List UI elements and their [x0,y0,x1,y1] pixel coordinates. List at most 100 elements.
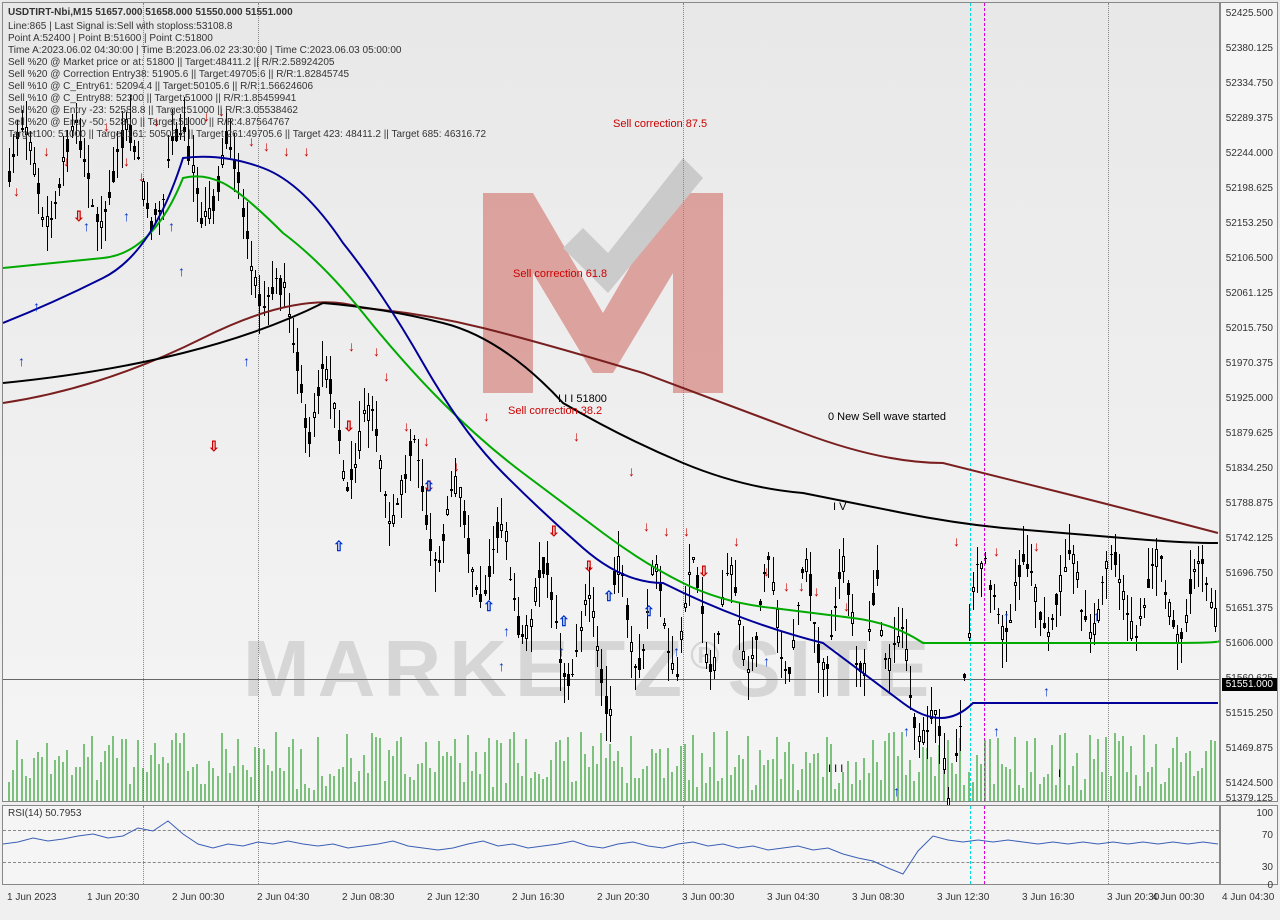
info-line: Sell %20 @ Entry -23: 52588.8 || Target:… [8,105,298,116]
time-tick-label: 3 Jun 04:30 [767,892,819,903]
up-arrow-icon: ⇧ [423,478,435,495]
up-arrow-icon: ↑ [1003,608,1010,624]
price-tick-label: 51879.625 [1226,428,1273,439]
price-tick-label: 52106.500 [1226,253,1273,264]
chart-annotation: I V [833,501,846,513]
chart-annotation: Sell correction 38.2 [508,405,602,417]
down-arrow-icon: ↓ [953,533,960,549]
down-arrow-icon: ↓ [348,338,355,354]
rsi-tick-label: 30 [1262,862,1273,873]
price-axis: 52425.50052380.12552334.75052289.3755224… [1220,2,1278,802]
down-arrow-icon: ↓ [63,153,70,169]
watermark-text: MARKETZ®SITE [243,623,937,715]
down-arrow-icon: ↓ [263,138,270,154]
time-axis: 1 Jun 20231 Jun 20:302 Jun 00:302 Jun 04… [2,887,1278,917]
up-arrow-icon: ↑ [673,643,680,659]
down-arrow-icon: ↓ [123,153,130,169]
down-arrow-icon: ↓ [843,598,850,614]
vline-cyan [970,3,971,801]
price-tick-label: 51651.375 [1226,603,1273,614]
down-arrow-icon: ⇩ [548,523,560,540]
down-arrow-icon: ↓ [663,523,670,539]
rsi-panel[interactable]: RSI(14) 50.7953 [2,805,1220,885]
down-arrow-icon: ↓ [628,463,635,479]
vline-magenta [984,3,985,801]
price-tick-label: 52425.500 [1226,8,1273,19]
up-arrow-icon: ↑ [243,353,250,369]
current-price-badge: 51551.000 [1222,678,1277,691]
down-arrow-icon: ↓ [283,143,290,159]
info-line: Sell %10 @ C_Entry61: 52094.4 || Target:… [8,81,313,92]
rsi-line [3,806,1221,886]
price-tick-label: 51606.000 [1226,638,1273,649]
time-tick-label: 3 Jun 16:30 [1022,892,1074,903]
up-arrow-icon: ↑ [993,723,1000,739]
up-arrow-icon: ⇧ [643,603,655,620]
main-price-chart[interactable]: MARKETZ®SITE ↓↓↓↓↓↓↓↓↓↓↓↓↓↓↓↓↓↓↓↓↓↓↓↓↓↓↓… [2,2,1220,802]
chart-annotation: 0 New Sell wave started [828,411,946,423]
time-tick-label: 1 Jun 2023 [7,892,57,903]
rsi-axis: 10070300 [1220,805,1278,885]
info-line: Sell %20 @ Market price or at: 51800 || … [8,57,334,68]
up-arrow-icon: ↑ [903,723,910,739]
time-tick-label: 2 Jun 12:30 [427,892,479,903]
chart-annotation: Sell correction 61.8 [513,268,607,280]
up-arrow-icon: ⇧ [603,588,615,605]
price-tick-label: 51742.125 [1226,533,1273,544]
price-tick-label: 51379.125 [1226,793,1273,804]
chart-annotation: I I I 51800 [558,393,607,405]
up-arrow-icon: ↑ [558,643,565,659]
price-tick-label: 51925.000 [1226,393,1273,404]
down-arrow-icon: ↓ [138,168,145,184]
info-line: Target100: 51000 || Target 161: 50505.6 … [8,129,486,140]
up-arrow-icon: ↑ [123,208,130,224]
info-line: Point A:52400 | Point B:51600 | Point C:… [8,33,213,44]
down-arrow-icon: ↓ [813,583,820,599]
up-arrow-icon: ↑ [503,623,510,639]
down-arrow-icon: ↓ [798,578,805,594]
info-line: Sell %10 @ C_Entry88: 52300 || Target:51… [8,93,296,104]
down-arrow-icon: ↓ [373,343,380,359]
price-tick-label: 52061.125 [1226,288,1273,299]
up-arrow-icon: ↑ [498,658,505,674]
price-tick-label: 52015.750 [1226,323,1273,334]
down-arrow-icon: ↓ [483,408,490,424]
price-tick-label: 51469.875 [1226,743,1273,754]
chart-annotation: I [1058,768,1061,780]
time-tick-label: 2 Jun 16:30 [512,892,564,903]
info-line: Line:865 | Last Signal is:Sell with stop… [8,21,232,32]
vline-grid [1108,3,1109,801]
rsi-tick-label: 70 [1262,830,1273,841]
watermark-logo [453,133,753,393]
down-arrow-icon: ↓ [573,428,580,444]
up-arrow-icon: ⇧ [558,613,570,630]
price-tick-label: 51424.500 [1226,778,1273,789]
down-arrow-icon: ⇩ [343,418,355,435]
down-arrow-icon: ↓ [403,418,410,434]
time-tick-label: 1 Jun 20:30 [87,892,139,903]
down-arrow-icon: ↓ [303,143,310,159]
price-tick-label: 51834.250 [1226,463,1273,474]
up-arrow-icon: ↑ [178,263,185,279]
up-arrow-icon: ⇧ [483,598,495,615]
info-line: Sell %20 @ Correction Entry38: 51905.6 |… [8,69,349,80]
price-tick-label: 52198.625 [1226,183,1273,194]
chart-title: USDTIRT-Nbi,M15 51657.000 51658.000 5155… [8,7,293,18]
down-arrow-icon: ⇩ [208,438,220,455]
down-arrow-icon: ⇩ [73,208,85,225]
time-tick-label: 4 Jun 04:30 [1222,892,1274,903]
price-tick-label: 52244.000 [1226,148,1273,159]
price-tick-label: 52153.250 [1226,218,1273,229]
price-tick-label: 51970.375 [1226,358,1273,369]
time-tick-label: 3 Jun 08:30 [852,892,904,903]
up-arrow-icon: ↑ [893,783,900,799]
down-arrow-icon: ↓ [643,518,650,534]
down-arrow-icon: ↓ [783,578,790,594]
down-arrow-icon: ⇩ [698,563,710,580]
down-arrow-icon: ↓ [383,368,390,384]
up-arrow-icon: ↑ [33,298,40,314]
time-tick-label: 2 Jun 08:30 [342,892,394,903]
down-arrow-icon: ⇩ [583,558,595,575]
up-arrow-icon: ↑ [168,218,175,234]
down-arrow-icon: ↓ [1033,538,1040,554]
